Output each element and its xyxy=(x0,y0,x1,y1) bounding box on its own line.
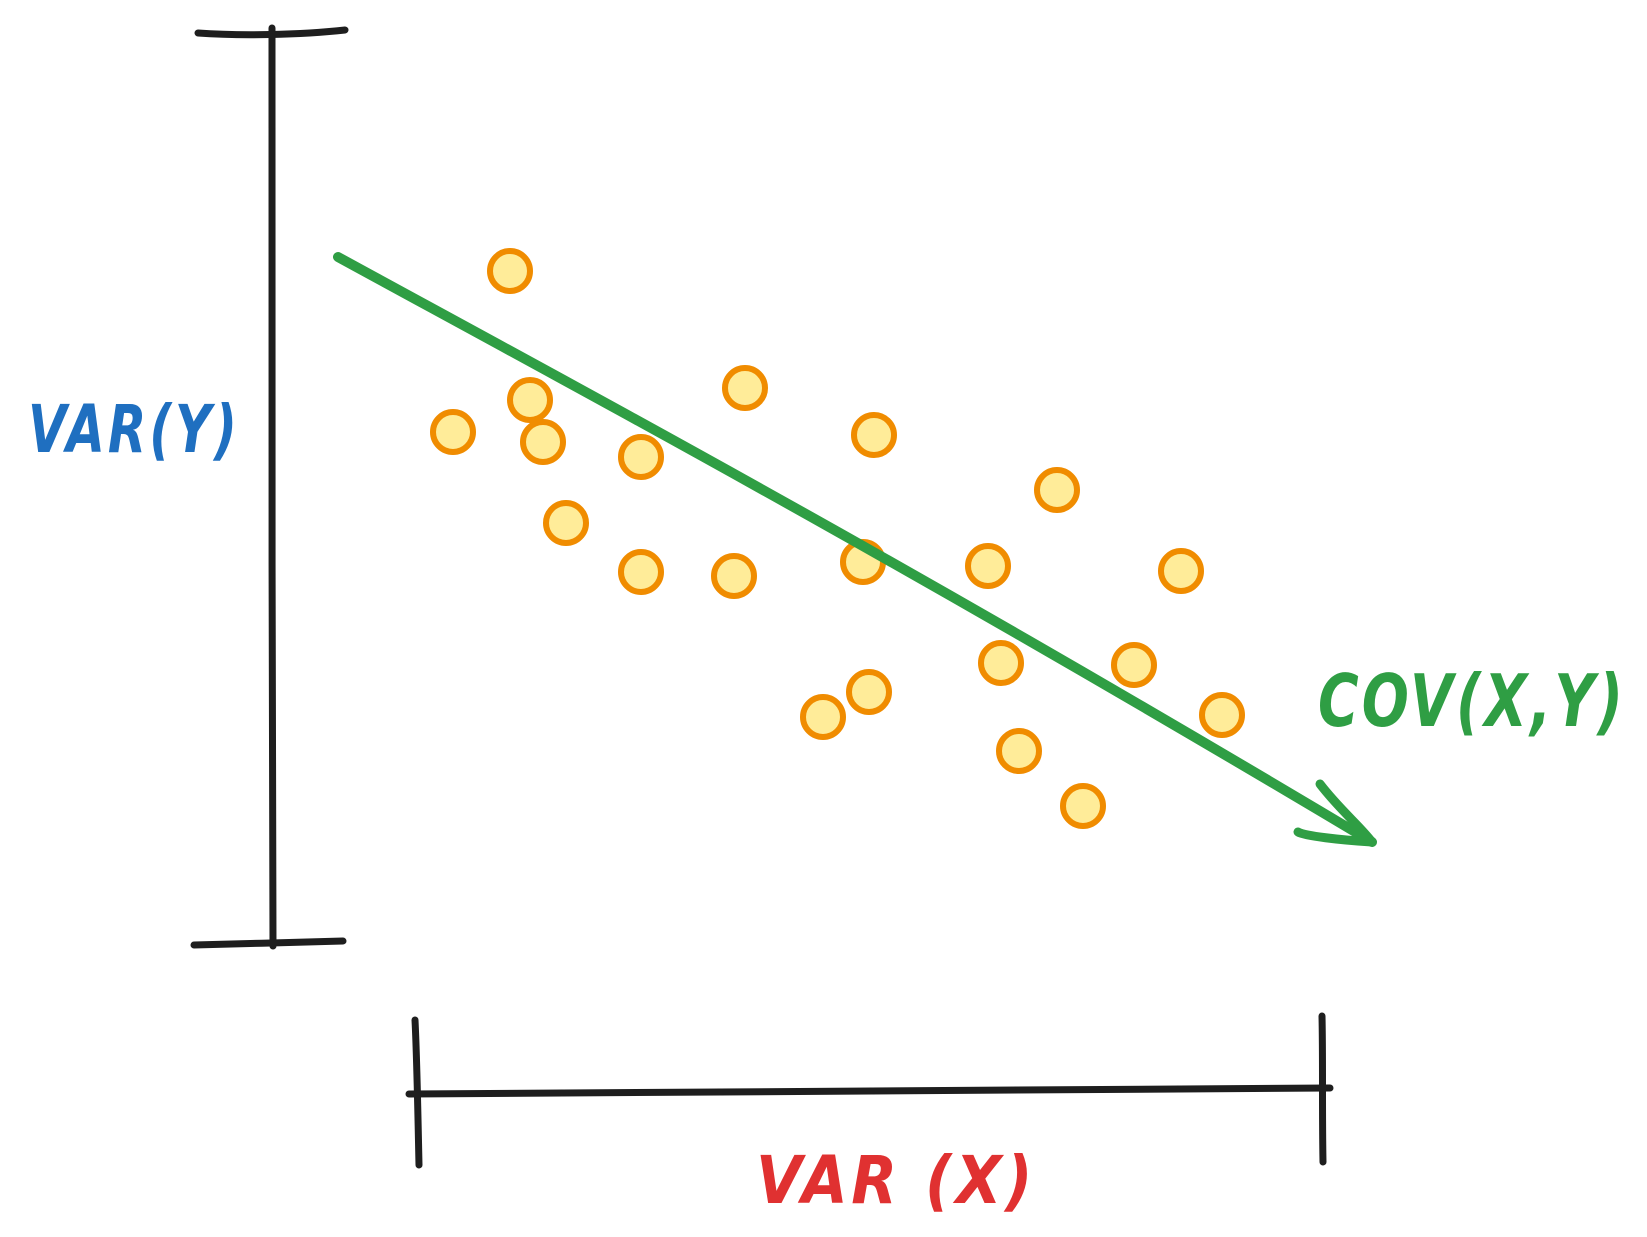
var-y-bracket xyxy=(190,24,349,950)
scatter-points xyxy=(430,248,1245,829)
cov-arrow xyxy=(333,252,1377,847)
var-y-bracket-bottom-cap xyxy=(190,937,347,949)
scatter-point xyxy=(978,640,1024,686)
scatter-point xyxy=(487,248,533,294)
cov-arrow-shaft xyxy=(333,252,1377,847)
scatter-point xyxy=(1199,692,1245,738)
var-y-label: VAR(Y) xyxy=(28,391,240,468)
var-x-bracket-right-cap xyxy=(1318,1012,1327,1166)
scatter-point xyxy=(1034,467,1080,513)
scatter-point xyxy=(618,549,664,595)
var-x-bracket-line xyxy=(405,1084,1334,1098)
scatter-point xyxy=(1158,548,1204,594)
scatter-point xyxy=(851,412,897,458)
scatter-point xyxy=(996,728,1042,774)
var-y-bracket-stem xyxy=(268,24,277,950)
cov-arrow-head xyxy=(1293,779,1377,847)
cov-label: COV(X,Y) xyxy=(1318,659,1626,743)
scatter-point xyxy=(711,553,757,599)
scatter-point xyxy=(543,500,589,546)
scatter-point xyxy=(1060,783,1106,829)
var-x-bracket xyxy=(405,1012,1334,1169)
scatter-point xyxy=(1111,642,1157,688)
scatter-point xyxy=(846,669,892,715)
scatter-point xyxy=(507,377,553,423)
scatter-point xyxy=(800,694,846,740)
scatter-point xyxy=(618,434,664,480)
scatter-point xyxy=(430,409,476,455)
scatter-point xyxy=(722,365,768,411)
var-x-label: VAR (X) xyxy=(756,1142,1036,1219)
scatter-point xyxy=(965,543,1011,589)
scatter-point xyxy=(520,419,566,465)
